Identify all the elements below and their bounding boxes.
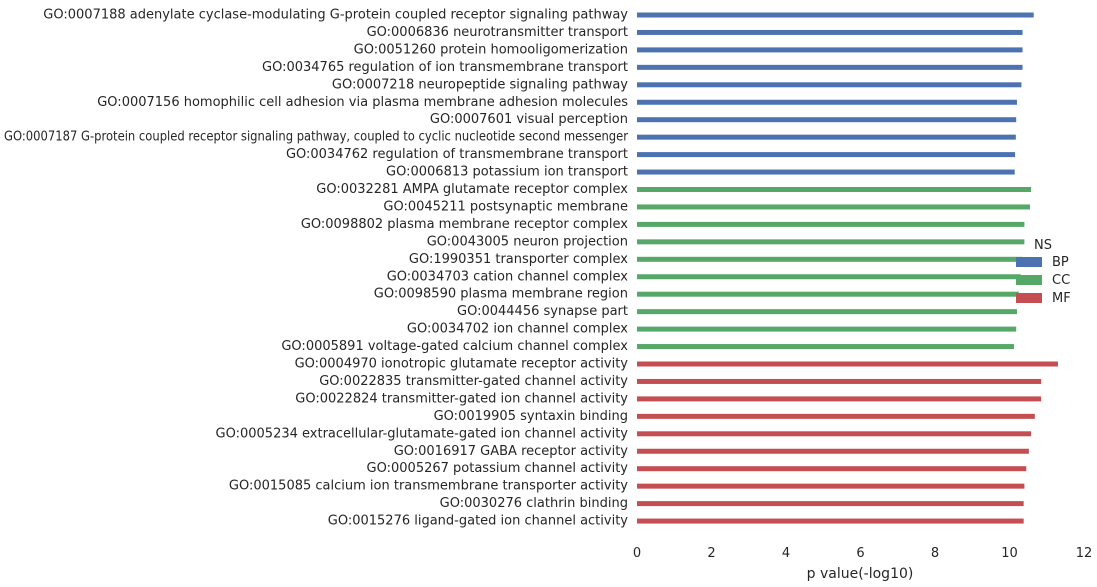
category-label: GO:0034703 cation channel complex (387, 269, 629, 284)
category-label: GO:0051260 protein homooligomerization (354, 42, 628, 57)
category-label: GO:0098802 plasma membrane receptor comp… (301, 217, 628, 232)
x-axis-title: p value(-log10) (807, 566, 914, 582)
legend-title: NS (1034, 238, 1052, 253)
legend-label-bp: BP (1052, 255, 1069, 270)
legend-swatch-cc (1016, 275, 1042, 285)
bar-cc (637, 326, 1017, 332)
x-tick-label: 0 (633, 546, 641, 561)
legend-swatch-bp (1016, 257, 1042, 267)
legend-swatch-mf (1016, 293, 1042, 303)
category-label: GO:0034762 regulation of transmembrane t… (286, 147, 628, 162)
x-tick-label: 12 (1076, 546, 1093, 561)
category-label: GO:0032281 AMPA glutamate receptor compl… (316, 182, 628, 197)
category-label: GO:0098590 plasma membrane region (374, 287, 628, 302)
bar-mf (637, 501, 1024, 507)
category-label: GO:0015276 ligand-gated ion channel acti… (328, 514, 629, 529)
bar-mf (637, 466, 1027, 472)
category-label: GO:0007601 visual perception (430, 112, 628, 127)
category-label: GO:0006836 neurotransmitter transport (367, 25, 628, 40)
category-label: GO:0004970 ionotropic glutamate receptor… (295, 357, 629, 372)
category-label: GO:0045211 postsynaptic membrane (383, 199, 628, 214)
bar-bp (637, 29, 1023, 35)
x-tick-label: 10 (1001, 546, 1018, 561)
bar-bp (637, 152, 1016, 158)
bar-bp (637, 12, 1034, 18)
category-label: GO:0005234 extracellular-glutamate-gated… (216, 426, 629, 441)
bar-cc (637, 274, 1021, 280)
bar-bp (637, 82, 1022, 88)
category-label: GO:0015085 calcium ion transmembrane tra… (229, 479, 628, 494)
x-axis-ticks: 0 2 4 6 8 10 12 (633, 546, 1092, 561)
category-label: GO:0044456 synapse part (457, 304, 628, 319)
category-label: GO:0034702 ion channel complex (407, 322, 628, 337)
x-tick-label: 2 (707, 546, 715, 561)
category-label: GO:0030276 clathrin binding (440, 496, 628, 511)
bar-mf (637, 483, 1025, 489)
bar-bp (637, 117, 1017, 123)
bar-mf (637, 518, 1024, 524)
bar-cc (637, 344, 1014, 350)
legend-label-cc: CC (1052, 273, 1070, 288)
bar-cc (637, 187, 1032, 192)
bars-layer (637, 12, 1058, 524)
bar-mf (637, 378, 1042, 384)
x-tick-label: 6 (856, 546, 864, 561)
category-label: GO:0007156 homophilic cell adhesion via … (97, 95, 628, 110)
bar-mf (637, 396, 1042, 402)
category-label: GO:0022835 transmitter-gated channel act… (319, 374, 628, 389)
category-label: GO:0007187 G-protein coupled receptor si… (4, 130, 629, 145)
bar-cc (637, 309, 1017, 315)
category-labels: GO:0007188 adenylate cyclase-modulating … (4, 8, 629, 529)
category-label: GO:0005891 voltage-gated calcium channel… (281, 339, 628, 354)
bar-bp (637, 169, 1015, 175)
category-label: GO:0016917 GABA receptor activity (394, 444, 629, 459)
category-label: GO:0034765 regulation of ion transmembra… (262, 60, 628, 75)
x-tick-label: 4 (782, 546, 790, 561)
category-label: GO:0019905 syntaxin binding (434, 409, 628, 424)
category-label: GO:1990351 transporter complex (409, 252, 628, 267)
bar-mf (637, 431, 1032, 437)
category-label: GO:0007218 neuropeptide signaling pathwa… (332, 77, 628, 92)
bar-mf (637, 361, 1058, 367)
bar-cc (637, 239, 1025, 245)
bar-mf (637, 413, 1035, 419)
category-label: GO:0022824 transmitter-gated ion channel… (295, 391, 628, 406)
category-label: GO:0007188 adenylate cyclase-modulating … (43, 8, 628, 23)
x-tick-label: 8 (931, 546, 939, 561)
bar-cc (637, 291, 1019, 297)
bar-cc (637, 256, 1023, 262)
bar-bp (637, 99, 1017, 105)
bar-bp (637, 47, 1023, 53)
category-label: GO:0005267 potassium channel activity (367, 461, 629, 476)
category-label: GO:0043005 neuron projection (427, 234, 628, 249)
legend-label-mf: MF (1052, 291, 1071, 306)
bar-bp (637, 134, 1016, 140)
bar-cc (637, 204, 1030, 210)
bar-cc (637, 221, 1025, 227)
category-label: GO:0006813 potassium ion transport (386, 165, 628, 180)
bar-mf (637, 448, 1029, 454)
bar-bp (637, 64, 1023, 70)
